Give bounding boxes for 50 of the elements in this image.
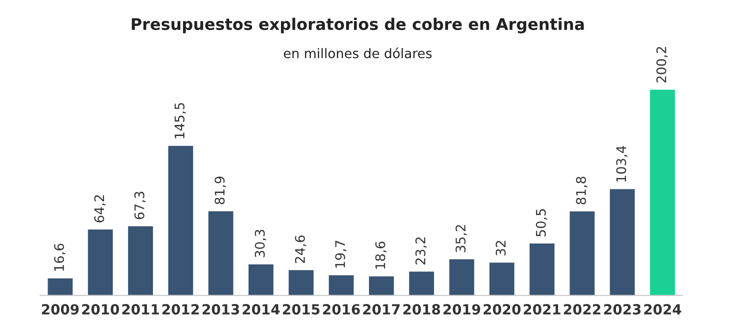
x-tick-label: 2023 [604, 304, 641, 315]
data-label: 35,2 [456, 225, 467, 252]
bar [530, 244, 554, 296]
bar [248, 264, 274, 296]
bar [368, 276, 394, 296]
x-tick-label: 2011 [122, 304, 159, 315]
bar [128, 226, 153, 296]
x-tick-label: 2012 [162, 304, 199, 315]
data-label: 145,5 [174, 103, 186, 138]
data-label: 81,8 [576, 176, 588, 204]
data-label: 19,7 [335, 240, 346, 268]
data-label: 200,2 [656, 47, 668, 82]
bar [449, 259, 474, 296]
bar [48, 278, 73, 296]
x-tick-label: 2022 [564, 304, 600, 315]
data-label: 67,3 [134, 192, 146, 220]
x-tick-label: 2024 [644, 304, 682, 315]
data-label: 103,4 [616, 146, 628, 182]
data-label: 30,3 [254, 230, 266, 258]
data-label: 24,6 [294, 235, 306, 264]
bar [610, 189, 635, 296]
data-label: 64,2 [94, 195, 106, 222]
x-tick-label: 2018 [403, 304, 440, 315]
bar [570, 211, 595, 296]
x-tick-label: 2019 [443, 304, 480, 315]
bar [88, 229, 113, 296]
data-label: 23,2 [415, 237, 427, 264]
data-label: 18,6 [375, 242, 387, 269]
bar [208, 211, 234, 296]
bar [288, 270, 314, 296]
x-tick-label: 2013 [202, 304, 240, 315]
x-tick-label: 2009 [42, 304, 79, 315]
bar [409, 272, 434, 296]
bar [489, 262, 514, 296]
x-tick-label: 2010 [82, 304, 120, 315]
x-tick-label: 2015 [282, 304, 320, 315]
data-label: 50,5 [536, 209, 548, 236]
x-tick-label: 2017 [363, 304, 400, 315]
bar [168, 146, 194, 296]
data-label: 16,6 [54, 244, 66, 271]
x-tick-label: 2021 [524, 304, 560, 315]
data-label: 81,9 [214, 176, 226, 204]
chart-title: Presupuestos exploratorios de cobre en Argentina [132, 18, 584, 34]
bar [650, 90, 675, 296]
chart-subtitle: en millones de dólares [284, 48, 432, 58]
bar [328, 275, 354, 296]
x-tick-label: 2016 [323, 304, 360, 315]
data-label: 32 [496, 240, 506, 256]
x-tick-label: 2014 [242, 304, 280, 315]
x-tick-label: 2020 [484, 304, 521, 315]
